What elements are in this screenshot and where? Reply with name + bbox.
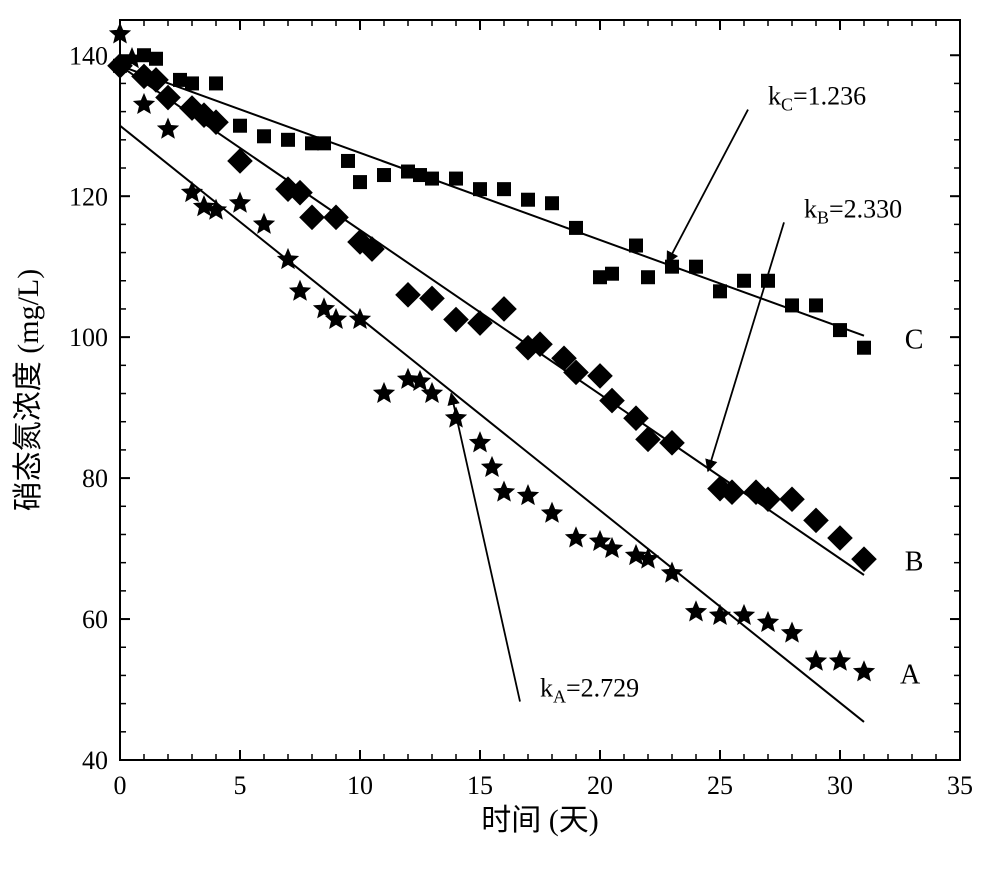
chart-svg: 0 5 10 15 20 25 30 35 40 60 80 100 120 140 时间 (天) 硝态氮浓度… [0, 0, 1000, 871]
x-tick-label: 20 [587, 771, 613, 800]
y-axis-label: 硝态氮浓度 (mg/L) [12, 269, 45, 511]
series-label-A: A [900, 659, 921, 690]
y-tick-label: 120 [69, 182, 108, 211]
series-label-B: B [905, 547, 924, 578]
x-tick-label: 10 [347, 771, 373, 800]
x-tick-label: 25 [707, 771, 733, 800]
y-tick-label: 40 [82, 746, 108, 775]
y-tick-label: 80 [82, 464, 108, 493]
y-tick-label: 100 [69, 323, 108, 352]
x-tick-label: 35 [947, 771, 973, 800]
x-tick-label: 15 [467, 771, 493, 800]
series-label-C: C [905, 325, 924, 356]
scatter-chart: 0 5 10 15 20 25 30 35 40 60 80 100 120 140 时间 (天) 硝态氮浓度… [0, 0, 1000, 871]
x-tick-label: 30 [827, 771, 853, 800]
x-tick-label: 0 [114, 771, 127, 800]
y-tick-label: 60 [82, 605, 108, 634]
x-tick-label: 5 [234, 771, 247, 800]
x-axis-label: 时间 (天) [481, 804, 598, 837]
y-tick-label: 140 [69, 41, 108, 70]
